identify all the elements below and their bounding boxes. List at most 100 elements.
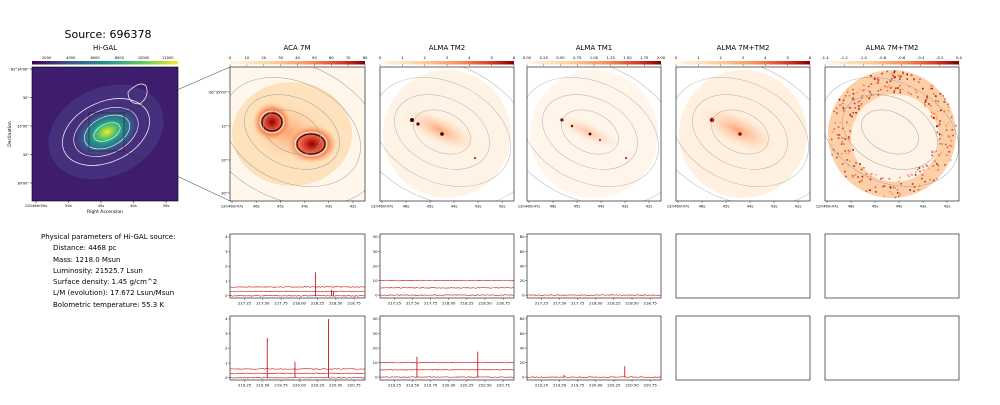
noise-pixel (849, 114, 852, 116)
noise-pixel (909, 189, 911, 191)
noise-pixel (937, 168, 939, 171)
noise-pixel (918, 81, 920, 83)
noise-pixel (858, 89, 861, 91)
noise-pixel (893, 91, 895, 94)
noise-pixel (857, 100, 860, 103)
noise-pixel (844, 150, 846, 152)
x-tick-label: 46s (253, 204, 260, 209)
x-tick-label: 220.75 (643, 383, 657, 388)
noise-pixel (937, 110, 939, 113)
spectrum-baseline (229, 290, 366, 293)
param-distance: Distance: 4468 pc (53, 244, 117, 253)
noise-pixel (867, 85, 870, 88)
noise-pixel (876, 78, 879, 81)
empty-box (675, 315, 811, 381)
noise-pixel (939, 93, 942, 95)
x-tick-label: 43s (325, 204, 332, 209)
colorbar-tick-label: -0.8 (879, 55, 887, 60)
colorbar-tick-label: 0.0 (956, 55, 963, 60)
noise-pixel (838, 134, 841, 136)
noise-pixel (886, 81, 888, 84)
noise-pixel (863, 167, 865, 169)
noise-pixel (893, 70, 896, 72)
noise-pixel (876, 77, 879, 79)
y-tick-label: 4 (225, 316, 228, 321)
noise-pixel (922, 166, 925, 168)
noise-pixel (931, 150, 934, 152)
colorbar-tick-label: -1.4 (821, 55, 829, 60)
y-tick-label: 80 (520, 234, 525, 239)
noise-pixel (915, 171, 917, 174)
map-colorbar (527, 61, 661, 65)
y-tick-label: 20 (373, 263, 378, 268)
x-tick-label: 218.25 (311, 301, 325, 306)
noise-pixel (848, 136, 850, 138)
noise-pixel (862, 89, 865, 92)
noise-pixel (861, 175, 864, 178)
y-tick-label: 40 (520, 345, 525, 350)
spectrum-baseline (229, 372, 366, 375)
x-tick-label: 220.00 (589, 383, 603, 388)
noise-pixel (911, 183, 914, 185)
x-tick-label: 43s (475, 204, 482, 209)
noise-pixel (858, 107, 860, 110)
colorbar-tick-label: 0.50 (556, 55, 565, 60)
x-tick-label: 220.50 (329, 383, 343, 388)
noise-pixel (930, 116, 933, 118)
noise-pixel (830, 138, 833, 141)
noise-pixel (947, 109, 950, 112)
noise-pixel (928, 103, 930, 105)
x-tick-label: 40s (130, 203, 137, 208)
noise-pixel (854, 107, 857, 109)
map-alma-tm2: ALMA TM2 (379, 44, 515, 202)
noise-pixel (859, 163, 861, 165)
noise-pixel (926, 164, 928, 167)
noise-pixel (856, 91, 858, 94)
noise-pixel (942, 95, 944, 97)
spectrum-baseline (229, 286, 366, 288)
x-tick-label: 43s (920, 204, 927, 209)
hi-gal-image (32, 67, 178, 201)
noise-pixel (857, 102, 859, 104)
noise-pixel (939, 142, 941, 145)
x-tick-label: 12h46m47s (371, 204, 394, 209)
noise-pixel (833, 110, 835, 113)
noise-pixel (940, 152, 943, 155)
noise-pixel (897, 74, 899, 77)
noise-pixel (936, 131, 939, 134)
x-tick-label: 218.00 (589, 301, 603, 306)
spectrum-panel: 219.25 219.50 219.75 220.00 220.25 220.50 220.… (520, 315, 662, 388)
noise-pixel (836, 133, 838, 136)
noise-pixel (900, 183, 902, 185)
noise-pixel (930, 111, 933, 114)
x-tick-label: 219.25 (238, 383, 252, 388)
colorbar-tick-label: 10000 (138, 56, 150, 60)
noise-pixel (847, 149, 850, 152)
colorbar-tick-label: 4 (764, 55, 767, 60)
noise-pixel (849, 115, 852, 117)
noise-pixel (834, 122, 837, 124)
y-tick-label: 0 (375, 374, 378, 379)
y-tick-label: 20" (221, 158, 228, 162)
noise-pixel (906, 174, 909, 176)
map-colorbar (230, 61, 365, 65)
y-tick-label: 20 (373, 345, 378, 350)
noise-pixel (842, 127, 844, 130)
empty-box (675, 233, 811, 299)
colorbar-tick-label: 2000 (42, 56, 52, 60)
y-tick-label: 0 (375, 292, 378, 297)
noise-pixel (851, 115, 853, 118)
noise-pixel (901, 88, 904, 91)
map-alma-7m-tm2: ALMA 7M+TM2 (675, 44, 811, 202)
y-tick-label: 35'00" (17, 124, 29, 128)
noise-pixel (857, 108, 860, 111)
noise-pixel (937, 100, 939, 103)
noise-pixel (851, 98, 853, 101)
x-tick-label: 42s (350, 204, 357, 209)
noise-pixel (894, 76, 896, 78)
noise-pixel (937, 139, 940, 141)
x-tick-label: 46s (550, 204, 557, 209)
noise-pixel (841, 136, 844, 139)
noise-pixel (852, 176, 854, 179)
noise-pixel (865, 190, 868, 192)
